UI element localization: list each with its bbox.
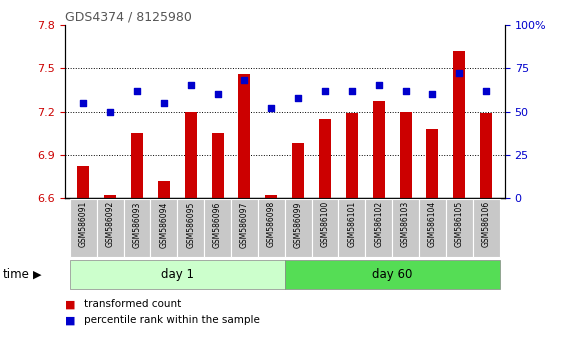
- FancyBboxPatch shape: [96, 199, 123, 257]
- Point: [428, 91, 437, 97]
- Bar: [211, 133, 224, 198]
- Text: GSM586097: GSM586097: [240, 201, 249, 248]
- Bar: [265, 195, 277, 198]
- Bar: [453, 51, 465, 198]
- FancyBboxPatch shape: [70, 260, 285, 289]
- FancyBboxPatch shape: [338, 199, 365, 257]
- Text: day 60: day 60: [372, 268, 412, 281]
- Text: transformed count: transformed count: [84, 299, 181, 309]
- Bar: [426, 129, 439, 198]
- Bar: [158, 181, 170, 198]
- FancyBboxPatch shape: [285, 260, 499, 289]
- FancyBboxPatch shape: [311, 199, 338, 257]
- FancyBboxPatch shape: [177, 199, 204, 257]
- FancyBboxPatch shape: [446, 199, 473, 257]
- Point: [401, 88, 410, 93]
- Text: ■: ■: [65, 315, 75, 325]
- FancyBboxPatch shape: [419, 199, 446, 257]
- Point: [213, 91, 222, 97]
- Text: day 1: day 1: [161, 268, 194, 281]
- Text: GSM586098: GSM586098: [267, 201, 276, 247]
- Point: [320, 88, 329, 93]
- Point: [267, 105, 276, 111]
- Text: time: time: [3, 268, 30, 281]
- Bar: [399, 112, 412, 198]
- Text: GSM586106: GSM586106: [481, 201, 491, 247]
- Point: [240, 78, 249, 83]
- Point: [159, 100, 168, 105]
- Text: GSM586101: GSM586101: [347, 201, 356, 247]
- Text: GSM586096: GSM586096: [213, 201, 222, 248]
- Point: [374, 82, 383, 88]
- Text: GSM586095: GSM586095: [186, 201, 195, 248]
- Point: [186, 82, 195, 88]
- Text: GSM586091: GSM586091: [79, 201, 88, 247]
- FancyBboxPatch shape: [365, 199, 392, 257]
- Text: ▶: ▶: [33, 269, 41, 279]
- Point: [79, 100, 88, 105]
- Text: GSM586100: GSM586100: [320, 201, 329, 247]
- Text: GSM586099: GSM586099: [293, 201, 302, 248]
- Point: [132, 88, 141, 93]
- FancyBboxPatch shape: [123, 199, 150, 257]
- Bar: [346, 113, 358, 198]
- Point: [105, 109, 114, 114]
- Text: GSM586103: GSM586103: [401, 201, 410, 247]
- FancyBboxPatch shape: [150, 199, 177, 257]
- Bar: [131, 133, 143, 198]
- Text: GSM586104: GSM586104: [428, 201, 437, 247]
- Text: GSM586102: GSM586102: [374, 201, 383, 247]
- Text: GSM586094: GSM586094: [159, 201, 168, 248]
- Text: GSM586093: GSM586093: [132, 201, 141, 248]
- Bar: [238, 74, 250, 198]
- Bar: [77, 166, 89, 198]
- Bar: [185, 112, 197, 198]
- Point: [293, 95, 302, 101]
- Text: GDS4374 / 8125980: GDS4374 / 8125980: [65, 11, 191, 24]
- FancyBboxPatch shape: [392, 199, 419, 257]
- FancyBboxPatch shape: [285, 199, 311, 257]
- Point: [481, 88, 490, 93]
- Bar: [104, 195, 116, 198]
- Point: [455, 70, 464, 76]
- FancyBboxPatch shape: [204, 199, 231, 257]
- Text: GSM586105: GSM586105: [455, 201, 464, 247]
- Bar: [480, 113, 492, 198]
- FancyBboxPatch shape: [70, 199, 96, 257]
- Text: ■: ■: [65, 299, 75, 309]
- Bar: [292, 143, 304, 198]
- Text: GSM586092: GSM586092: [105, 201, 114, 247]
- Bar: [373, 101, 385, 198]
- Text: percentile rank within the sample: percentile rank within the sample: [84, 315, 260, 325]
- Bar: [319, 119, 331, 198]
- FancyBboxPatch shape: [231, 199, 258, 257]
- FancyBboxPatch shape: [258, 199, 285, 257]
- FancyBboxPatch shape: [473, 199, 499, 257]
- Point: [347, 88, 356, 93]
